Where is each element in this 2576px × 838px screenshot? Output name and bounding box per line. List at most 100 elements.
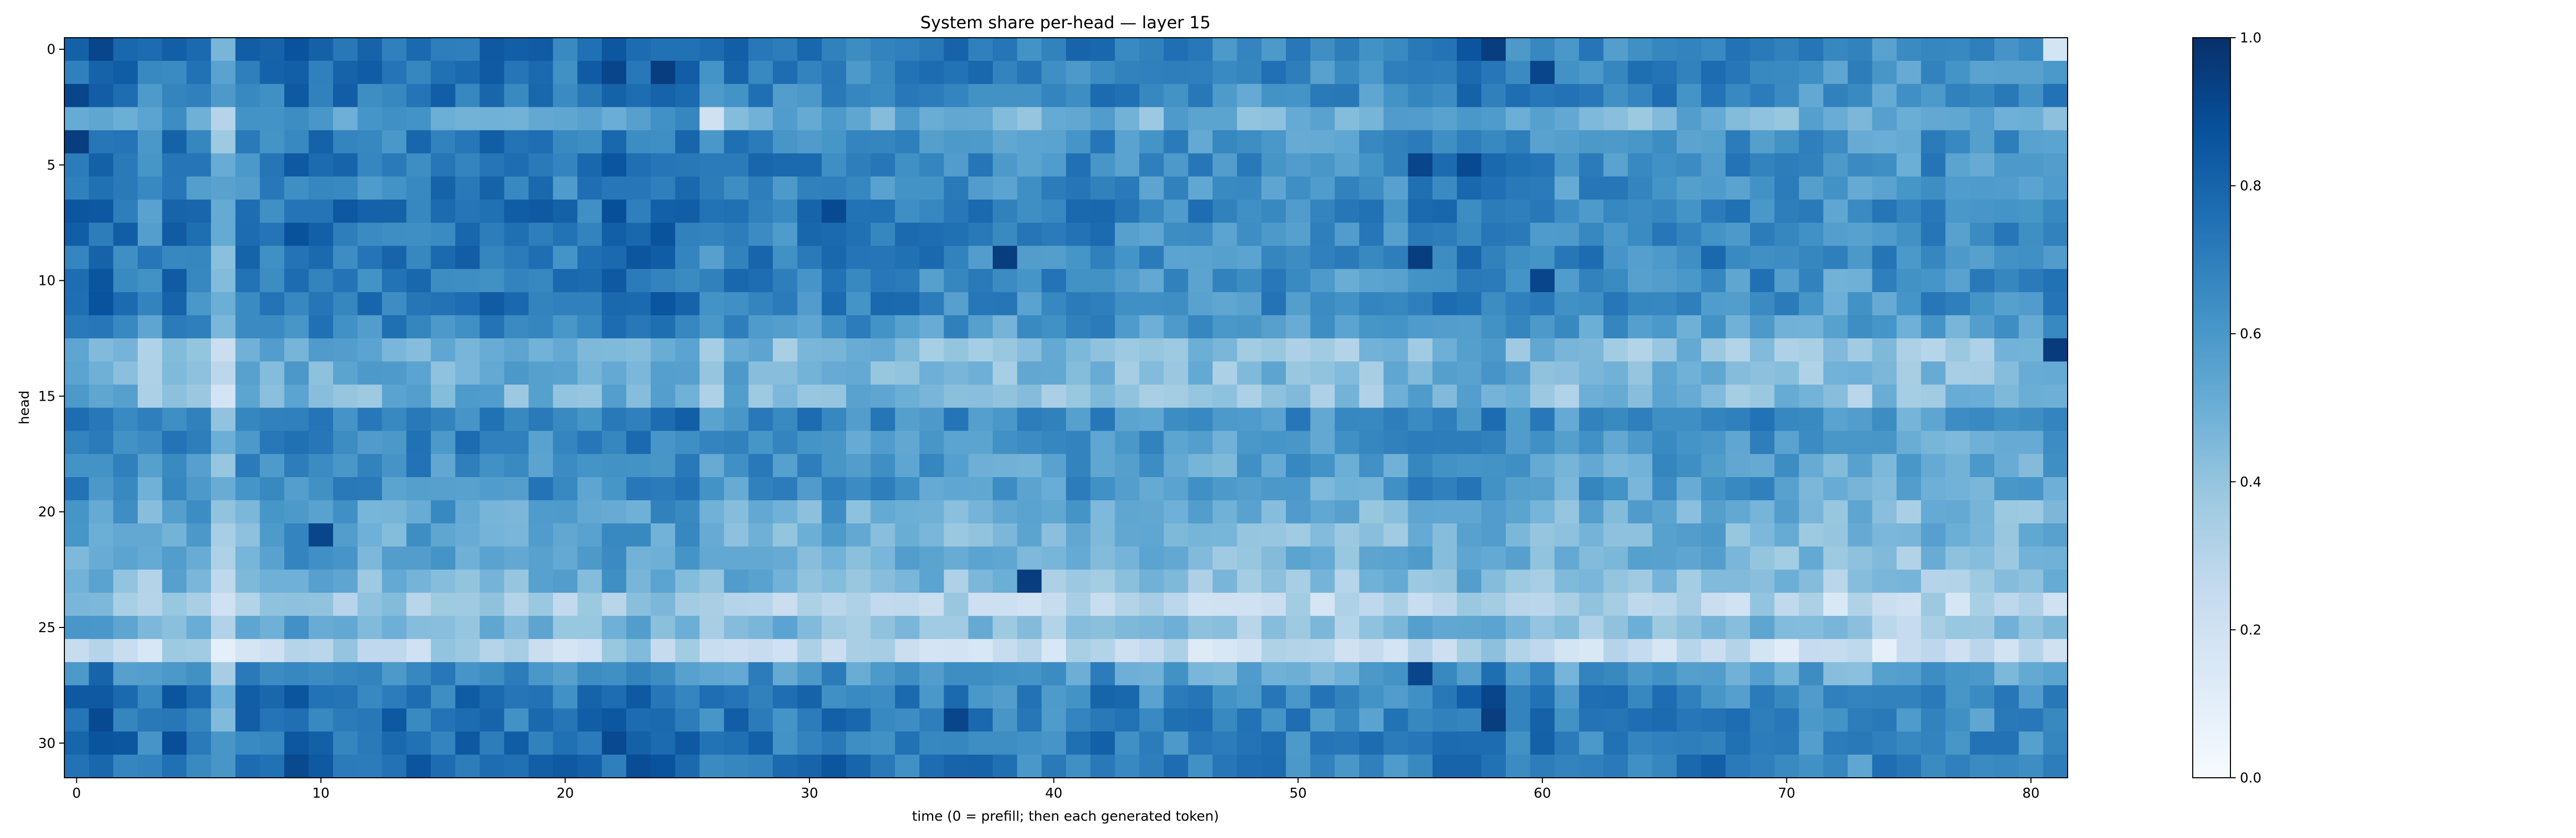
heatmap-cell (1310, 292, 1335, 316)
heatmap-cell (846, 61, 871, 84)
heatmap-cell (870, 153, 895, 177)
heatmap-cell (455, 662, 480, 686)
heatmap-cell (210, 546, 236, 570)
heatmap-cell (2018, 361, 2044, 385)
heatmap-cell (1555, 454, 1580, 478)
heatmap-cell (162, 708, 187, 732)
heatmap-cell (1823, 615, 1848, 639)
heatmap-cell (577, 569, 603, 593)
heatmap-cell (504, 615, 529, 639)
heatmap-cell (1261, 431, 1286, 455)
heatmap-cell (1066, 407, 1091, 432)
heatmap-cell (1163, 361, 1189, 385)
heatmap-cell (137, 477, 163, 501)
heatmap-cell (1603, 592, 1628, 616)
heatmap-cell (186, 477, 212, 501)
heatmap-cell (1066, 754, 1091, 778)
heatmap-cell (724, 315, 749, 339)
heatmap-cell (1212, 384, 1238, 409)
heatmap-cell (2018, 61, 2044, 84)
heatmap-cell (1872, 176, 1897, 200)
heatmap-cell (821, 592, 847, 616)
heatmap-cell (1285, 38, 1311, 61)
heatmap-cell (235, 107, 260, 131)
heatmap-cell (1994, 223, 2019, 247)
heatmap-cell (1383, 315, 1408, 339)
heatmap-cell (1237, 292, 1262, 316)
heatmap-cell (357, 38, 383, 61)
heatmap-cell (1212, 315, 1238, 339)
heatmap-cell (1066, 292, 1091, 316)
heatmap-cell (504, 361, 529, 385)
heatmap-cell (1017, 269, 1042, 293)
heatmap-cell (382, 546, 407, 570)
heatmap-cell (1505, 454, 1531, 478)
heatmap-cell (675, 84, 700, 108)
heatmap-cell (1848, 84, 1873, 108)
heatmap-cell (1432, 592, 1458, 616)
heatmap-cell (382, 338, 407, 362)
heatmap-cell (235, 200, 260, 223)
heatmap-cell (2043, 523, 2068, 547)
heatmap-cell (626, 315, 651, 339)
heatmap-cell (1676, 246, 1702, 270)
heatmap-cell (1848, 315, 1873, 339)
heatmap-cell (260, 754, 285, 778)
heatmap-cell (1945, 754, 1970, 778)
heatmap-cell (797, 569, 823, 593)
heatmap-cell (1163, 407, 1189, 432)
heatmap-cell (504, 223, 529, 247)
heatmap-cell (1848, 685, 1873, 709)
heatmap-cell (357, 685, 383, 709)
heatmap-cell (1066, 176, 1091, 200)
heatmap-cell (504, 153, 529, 177)
heatmap-cell (1359, 546, 1384, 570)
heatmap-cell (1603, 246, 1628, 270)
heatmap-cell (650, 38, 676, 61)
heatmap-cell (895, 315, 920, 339)
heatmap-cell (504, 338, 529, 362)
heatmap-cell (2043, 315, 2068, 339)
heatmap-cell (357, 84, 383, 108)
heatmap-cell (284, 500, 309, 524)
heatmap-cell (846, 292, 871, 316)
heatmap-cell (1115, 153, 1140, 177)
heatmap-cell (1798, 338, 1824, 362)
heatmap-cell (1457, 407, 1482, 432)
heatmap-cell (1335, 731, 1360, 755)
heatmap-cell (406, 523, 431, 547)
heatmap-cell (626, 107, 651, 131)
heatmap-cell (1970, 384, 1995, 409)
heatmap-cell (1798, 292, 1824, 316)
heatmap-cell (1945, 431, 1970, 455)
heatmap-cell (1701, 708, 1726, 732)
heatmap-cell (1774, 708, 1800, 732)
heatmap-cell (797, 454, 823, 478)
heatmap-cell (137, 38, 163, 61)
heatmap-cell (1237, 361, 1262, 385)
heatmap-cell (821, 407, 847, 432)
heatmap-cell (1628, 477, 1653, 501)
heatmap-cell (1848, 523, 1873, 547)
heatmap-cell (455, 431, 480, 455)
heatmap-cell (650, 153, 676, 177)
heatmap-cell (895, 662, 920, 686)
heatmap-cell (1115, 754, 1140, 778)
heatmap-cell (650, 107, 676, 131)
heatmap-cell (382, 200, 407, 223)
heatmap-cell (1701, 431, 1726, 455)
heatmap-cell (284, 546, 309, 570)
heatmap-cell (480, 454, 505, 478)
heatmap-cell (1090, 662, 1115, 686)
heatmap-cell (1261, 592, 1286, 616)
heatmap-cell (1383, 223, 1408, 247)
heatmap-cell (113, 477, 138, 501)
heatmap-cell (1163, 731, 1189, 755)
heatmap-cell (1970, 477, 1995, 501)
heatmap-cell (1701, 246, 1726, 270)
heatmap-cell (1750, 407, 1775, 432)
heatmap-cell (1823, 407, 1848, 432)
heatmap-cell (406, 662, 431, 686)
heatmap-cell (773, 731, 798, 755)
heatmap-cell (162, 176, 187, 200)
